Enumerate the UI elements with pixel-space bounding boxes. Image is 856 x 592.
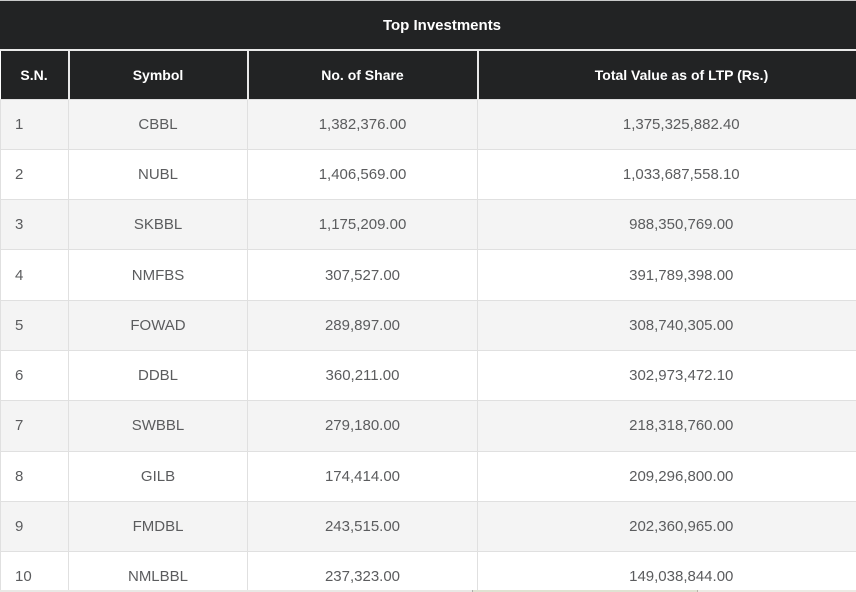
table-row: 5 FOWAD 289,897.00 308,740,305.00 bbox=[0, 299, 856, 351]
cell-symbol: DDBL bbox=[68, 349, 248, 402]
cell-shares: 360,211.00 bbox=[247, 349, 478, 402]
table-row: 2 NUBL 1,406,569.00 1,033,687,558.10 bbox=[0, 148, 856, 201]
cell-sn: 6 bbox=[0, 349, 69, 402]
cell-symbol: NMLBBL bbox=[68, 551, 248, 592]
table-body: 1 CBBL 1,382,376.00 1,375,325,882.40 2 N… bbox=[0, 98, 856, 592]
cell-sn: 9 bbox=[0, 500, 69, 553]
cell-shares: 1,406,569.00 bbox=[247, 148, 478, 201]
cell-symbol: SKBBL bbox=[68, 199, 248, 251]
cell-symbol: NUBL bbox=[68, 148, 248, 201]
table-row: 1 CBBL 1,382,376.00 1,375,325,882.40 bbox=[0, 98, 856, 150]
cell-value: 1,375,325,882.40 bbox=[477, 98, 856, 150]
column-header-shares: No. of Share bbox=[247, 51, 479, 99]
cell-symbol: FOWAD bbox=[68, 299, 248, 351]
cell-shares: 237,323.00 bbox=[247, 551, 478, 592]
cell-sn: 5 bbox=[0, 299, 69, 351]
cell-shares: 1,175,209.00 bbox=[247, 199, 478, 251]
cell-value: 218,318,760.00 bbox=[477, 400, 856, 452]
cell-sn: 3 bbox=[0, 199, 69, 251]
cell-value: 302,973,472.10 bbox=[477, 349, 856, 402]
cell-sn: 8 bbox=[0, 450, 69, 502]
table-header: S.N. Symbol No. of Share Total Value as … bbox=[0, 51, 856, 99]
cell-sn: 4 bbox=[0, 249, 69, 301]
cell-symbol: SWBBL bbox=[68, 400, 248, 452]
column-header-symbol: Symbol bbox=[68, 51, 249, 99]
table-row: 9 FMDBL 243,515.00 202,360,965.00 bbox=[0, 500, 856, 553]
cell-sn: 10 bbox=[0, 551, 69, 592]
header-row: S.N. Symbol No. of Share Total Value as … bbox=[0, 51, 856, 99]
cell-value: 308,740,305.00 bbox=[477, 299, 856, 351]
table-row: 3 SKBBL 1,175,209.00 988,350,769.00 bbox=[0, 199, 856, 251]
investments-table: S.N. Symbol No. of Share Total Value as … bbox=[0, 51, 856, 592]
cell-value: 1,033,687,558.10 bbox=[477, 148, 856, 201]
table-row: 4 NMFBS 307,527.00 391,789,398.00 bbox=[0, 249, 856, 301]
cell-shares: 174,414.00 bbox=[247, 450, 478, 502]
cell-shares: 307,527.00 bbox=[247, 249, 478, 301]
table-row: 10 NMLBBL 237,323.00 149,038,844.00 bbox=[0, 551, 856, 592]
cell-value: 202,360,965.00 bbox=[477, 500, 856, 553]
next-section-edge bbox=[0, 590, 856, 592]
column-header-sn: S.N. bbox=[0, 51, 70, 99]
cell-value: 209,296,800.00 bbox=[477, 450, 856, 502]
cell-symbol: NMFBS bbox=[68, 249, 248, 301]
cell-shares: 243,515.00 bbox=[247, 500, 478, 553]
table-title: Top Investments bbox=[0, 1, 856, 51]
table-row: 6 DDBL 360,211.00 302,973,472.10 bbox=[0, 349, 856, 402]
cell-shares: 279,180.00 bbox=[247, 400, 478, 452]
cell-sn: 2 bbox=[0, 148, 69, 201]
cell-shares: 289,897.00 bbox=[247, 299, 478, 351]
table-row: 7 SWBBL 279,180.00 218,318,760.00 bbox=[0, 400, 856, 452]
cell-symbol: FMDBL bbox=[68, 500, 248, 553]
cell-sn: 7 bbox=[0, 400, 69, 452]
cell-value: 988,350,769.00 bbox=[477, 199, 856, 251]
cell-value: 391,789,398.00 bbox=[477, 249, 856, 301]
cell-sn: 1 bbox=[0, 98, 69, 150]
cell-symbol: CBBL bbox=[68, 98, 248, 150]
table-row: 8 GILB 174,414.00 209,296,800.00 bbox=[0, 450, 856, 502]
cell-value: 149,038,844.00 bbox=[477, 551, 856, 592]
column-header-value: Total Value as of LTP (Rs.) bbox=[477, 51, 856, 99]
cell-shares: 1,382,376.00 bbox=[247, 98, 478, 150]
cell-symbol: GILB bbox=[68, 450, 248, 502]
